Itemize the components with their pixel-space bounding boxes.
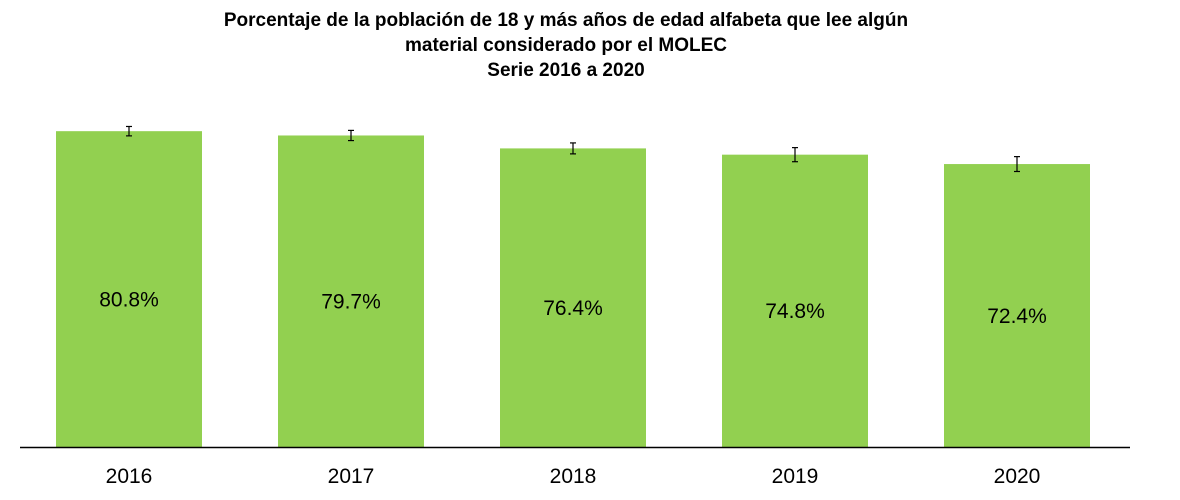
x-tick-label-2017: 2017: [328, 465, 375, 488]
error-bar-2017: [348, 129, 354, 142]
error-bar-2019: [792, 147, 798, 163]
bars-group: [56, 131, 1090, 448]
value-label-2017: 79.7%: [321, 290, 381, 313]
chart-title-line-2: material considerado por el MOLEC: [404, 35, 728, 56]
x-tick-label-2018: 2018: [550, 465, 597, 488]
x-tick-labels-group: 2016 2017 2018 2019 2020: [106, 465, 1041, 488]
chart-title-line-1: Porcentaje de la población de 18 y más a…: [223, 10, 909, 31]
value-label-2018: 76.4%: [543, 297, 603, 320]
chart-title-line-3: Serie 2016 a 2020: [487, 60, 645, 81]
value-labels-group: 80.8% 79.7% 76.4% 74.8% 72.4%: [99, 288, 1047, 327]
bar-2020: [944, 164, 1090, 448]
value-label-2020: 72.4%: [987, 305, 1047, 328]
bar-2019: [722, 154, 868, 448]
bar-2017: [278, 135, 424, 448]
error-bar-2020: [1014, 156, 1020, 173]
x-tick-label-2016: 2016: [106, 465, 153, 488]
error-bars-group: [126, 125, 1020, 173]
error-bar-2018: [570, 142, 576, 155]
value-label-2019: 74.8%: [765, 300, 825, 323]
x-tick-label-2019: 2019: [772, 465, 819, 488]
x-tick-label-2020: 2020: [994, 465, 1041, 488]
bar-2018: [500, 148, 646, 448]
chart-title: Porcentaje de la población de 18 y más a…: [0, 8, 1132, 83]
value-label-2016: 80.8%: [99, 288, 159, 311]
bar-2016: [56, 131, 202, 448]
error-bar-2016: [126, 125, 132, 137]
